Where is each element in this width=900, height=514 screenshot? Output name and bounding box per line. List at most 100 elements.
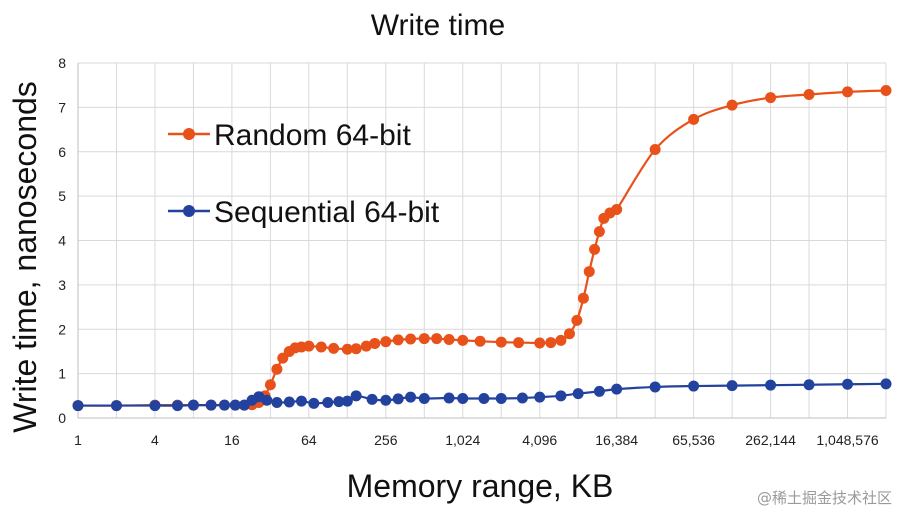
series-0-point — [583, 266, 595, 278]
y-tick-label: 0 — [58, 410, 66, 426]
series-1-point — [187, 399, 199, 411]
legend-label-1: Sequential 64-bit — [214, 196, 440, 229]
series-1-point — [457, 392, 469, 404]
series-0-point — [431, 333, 443, 345]
y-tick-label: 4 — [58, 233, 66, 249]
series-1-point — [418, 392, 430, 404]
series-1-point — [443, 392, 455, 404]
series-0-point — [842, 86, 854, 98]
series-1-point — [341, 395, 353, 407]
series-0-point — [350, 343, 362, 355]
y-tick-label: 7 — [58, 99, 66, 115]
series-1-point — [478, 392, 490, 404]
series-1-point — [149, 400, 161, 412]
series-1-point — [392, 393, 404, 405]
series-1-point — [516, 392, 528, 404]
y-tick-label: 1 — [58, 366, 66, 382]
x-tick-label: 262,144 — [745, 432, 796, 448]
series-0-point — [571, 314, 583, 326]
series-1-point — [218, 399, 230, 411]
series-0-point — [341, 343, 353, 355]
series-1-point — [555, 390, 567, 402]
y-axis-label: Write time, nanoseconds — [7, 81, 43, 433]
series-1-point — [842, 378, 854, 390]
x-tick-label: 1 — [74, 432, 82, 448]
series-1-point — [366, 393, 378, 405]
series-0-point — [765, 92, 777, 104]
y-tick-label: 6 — [58, 144, 66, 160]
x-tick-label: 256 — [374, 432, 398, 448]
series-1-point — [308, 397, 320, 409]
series-0-point — [303, 340, 315, 352]
x-tick-label: 1,024 — [445, 432, 480, 448]
legend-marker-1 — [183, 205, 195, 217]
series-0-point — [392, 334, 404, 346]
y-tick-label: 8 — [58, 55, 66, 71]
series-1-point — [110, 400, 122, 412]
series-1-point — [72, 400, 84, 412]
series-0-point — [649, 144, 661, 156]
x-tick-label: 16 — [224, 432, 240, 448]
series-group — [72, 85, 892, 412]
legend-label-0: Random 64-bit — [214, 119, 411, 152]
series-0-point — [589, 243, 601, 255]
y-tick-label: 5 — [58, 188, 66, 204]
series-0-point — [726, 99, 738, 111]
series-0-point — [264, 379, 276, 391]
series-0-point — [474, 335, 486, 347]
series-0-point — [534, 337, 546, 349]
x-tick-label: 4,096 — [522, 432, 557, 448]
series-0-point — [360, 340, 372, 352]
series-1-point — [283, 396, 295, 408]
series-0-point — [495, 336, 507, 348]
series-0-point — [513, 337, 525, 349]
x-tick-label: 1,048,576 — [816, 432, 878, 448]
series-1-point — [765, 379, 777, 391]
series-0-point — [545, 337, 557, 349]
series-0-point — [555, 334, 567, 346]
series-1-point — [593, 385, 605, 397]
legend-marker-0 — [183, 128, 195, 140]
series-1-point — [333, 396, 345, 408]
series-1-point — [572, 388, 584, 400]
series-1-point — [380, 394, 392, 406]
series-1-point — [726, 380, 738, 392]
x-axis-label: Memory range, KB — [347, 468, 614, 504]
series-0-point — [443, 333, 455, 345]
y-tick-label: 3 — [58, 277, 66, 293]
series-1-point — [495, 392, 507, 404]
x-tick-label: 64 — [301, 432, 317, 448]
legend: Random 64-bit Sequential 64-bit — [168, 119, 440, 229]
grid — [77, 62, 887, 418]
series-1-point — [534, 391, 546, 403]
series-1-point — [271, 396, 283, 408]
x-tick-label: 65,536 — [672, 432, 715, 448]
series-0-point — [271, 363, 283, 375]
series-1-point — [322, 396, 334, 408]
x-tick-label: 4 — [151, 432, 159, 448]
series-1-point — [171, 400, 183, 412]
series-1-point — [880, 378, 892, 390]
series-1-point — [261, 394, 273, 406]
series-1-point — [350, 390, 362, 402]
series-0-point — [611, 203, 623, 215]
series-1-point — [649, 381, 661, 393]
series-1-point — [229, 399, 241, 411]
chart-title: Write time — [371, 9, 505, 42]
series-1-point — [205, 399, 217, 411]
watermark: @稀土掘金技术社区 — [756, 489, 892, 507]
series-1-point — [803, 379, 815, 391]
series-0-point — [688, 113, 700, 125]
series-0-point — [380, 336, 392, 348]
series-1-point — [405, 391, 417, 403]
series-0-point — [418, 333, 430, 345]
series-1-point — [611, 383, 623, 395]
series-line-0 — [77, 89, 887, 407]
series-0-point — [577, 292, 589, 304]
series-0-point — [328, 342, 340, 354]
series-0-point — [405, 333, 417, 345]
series-0-point — [593, 226, 605, 238]
series-0-point — [315, 341, 327, 353]
